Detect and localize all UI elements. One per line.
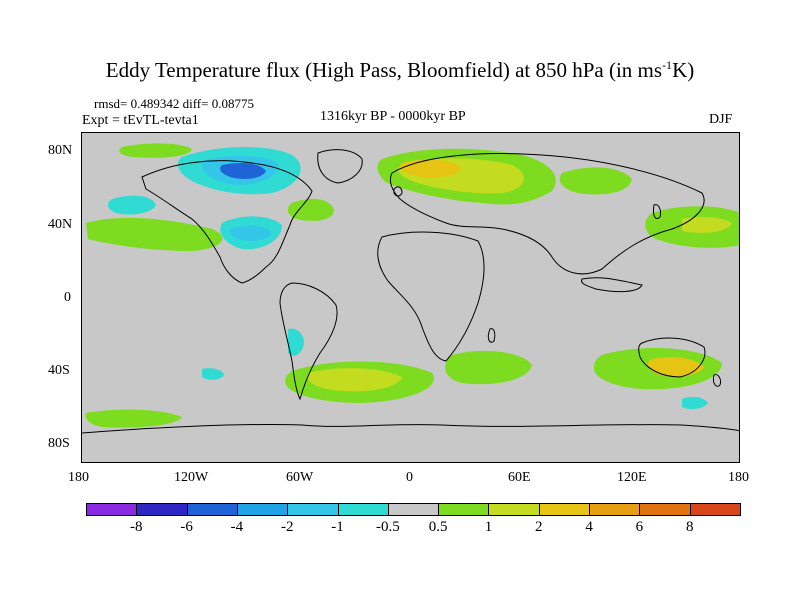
eurasia-coast	[389, 153, 705, 275]
colorbar-label: 2	[535, 519, 543, 535]
greenland-coast	[317, 149, 363, 184]
scandinavia-core	[400, 159, 461, 178]
uk-coast	[393, 186, 403, 197]
antarctica-coast	[82, 423, 739, 434]
colorbar-swatch	[689, 503, 741, 516]
colorbar-swatch	[236, 503, 289, 516]
north-america-deep	[220, 163, 266, 179]
lon-label-180-left: 180	[68, 470, 89, 485]
new-zealand-coast	[713, 374, 721, 387]
gulf-blue	[230, 225, 272, 241]
australia-core	[647, 357, 704, 377]
chart-title: Eddy Temperature flux (High Pass, Bloomf…	[105, 58, 695, 82]
season-label: DJF	[709, 112, 733, 127]
north-america-coast	[141, 160, 313, 284]
colorbar-label: 8	[685, 519, 694, 535]
colorbar-label: 6	[635, 519, 644, 535]
colorbar-label: -8	[130, 519, 143, 535]
asia-green	[559, 167, 632, 195]
madagascar-coast	[487, 328, 496, 343]
colorbar-label: 0.5	[428, 519, 448, 535]
lon-label-180-right: 180	[728, 470, 749, 485]
experiment-label: Expt = tEvTL-tevta1	[82, 113, 199, 128]
lat-label-40s: 40S	[48, 363, 70, 378]
colorbar-label: 1	[484, 519, 493, 535]
colorbar-label: -6	[180, 519, 193, 535]
colorbar-swatch	[639, 503, 691, 516]
stats-text: rmsd= 0.489342 diff= 0.08775	[94, 96, 254, 111]
colorbar-swatch	[538, 503, 591, 516]
lat-label-80s: 80S	[48, 436, 70, 451]
lon-label-120e: 120E	[617, 470, 647, 485]
indonesia-coast	[581, 277, 643, 293]
colorbar-label: -1	[331, 519, 344, 535]
period-label: 1316kyr BP - 0000kyr BP	[320, 109, 466, 124]
antarctic-cyan	[682, 396, 708, 410]
colorbar-label: -4	[230, 519, 244, 535]
west-pacific-core	[682, 216, 732, 233]
colorbar-swatch	[337, 503, 389, 516]
lat-label-80n: 80N	[48, 143, 73, 158]
africa-coast	[377, 231, 485, 362]
southern-ocean-green	[85, 409, 182, 428]
colorbar-swatch	[589, 503, 641, 516]
colorbar-swatch	[136, 503, 188, 516]
colorbar-swatch	[287, 503, 339, 516]
colorbar-swatch	[438, 503, 490, 516]
colorbar-swatch	[488, 503, 540, 516]
colorbar-label: 4	[585, 519, 593, 535]
lon-label-60e: 60E	[508, 470, 531, 485]
south-pacific-cyan	[202, 368, 224, 380]
japan-coast	[653, 204, 661, 219]
lon-label-0: 0	[406, 470, 413, 485]
negative-fields	[107, 147, 708, 410]
coastlines	[82, 149, 739, 434]
andes-cyan	[288, 328, 304, 356]
colorbar-label: -0.5	[375, 519, 400, 535]
map-panel	[81, 132, 740, 463]
anomaly-fields	[85, 143, 739, 428]
lon-label-120w: 120W	[174, 470, 209, 485]
pacific-cyan	[107, 195, 156, 215]
lat-label-40n: 40N	[48, 217, 73, 232]
arctic-green-left	[119, 143, 192, 158]
south-atlantic-core	[307, 368, 402, 392]
colorbar-swatch	[186, 503, 238, 516]
indian-ocean-green	[445, 350, 532, 385]
south-america-coast	[279, 282, 338, 401]
pacific-nw-green	[86, 217, 223, 251]
colorbar-swatch	[387, 503, 440, 516]
colorbar-label: -2	[280, 519, 294, 535]
map-canvas	[82, 143, 739, 434]
lon-label-60w: 60W	[286, 470, 314, 485]
lat-label-0: 0	[64, 290, 71, 305]
australia-coast	[638, 337, 706, 378]
north-atlantic-green	[287, 198, 334, 221]
colorbar-swatch	[86, 503, 138, 516]
